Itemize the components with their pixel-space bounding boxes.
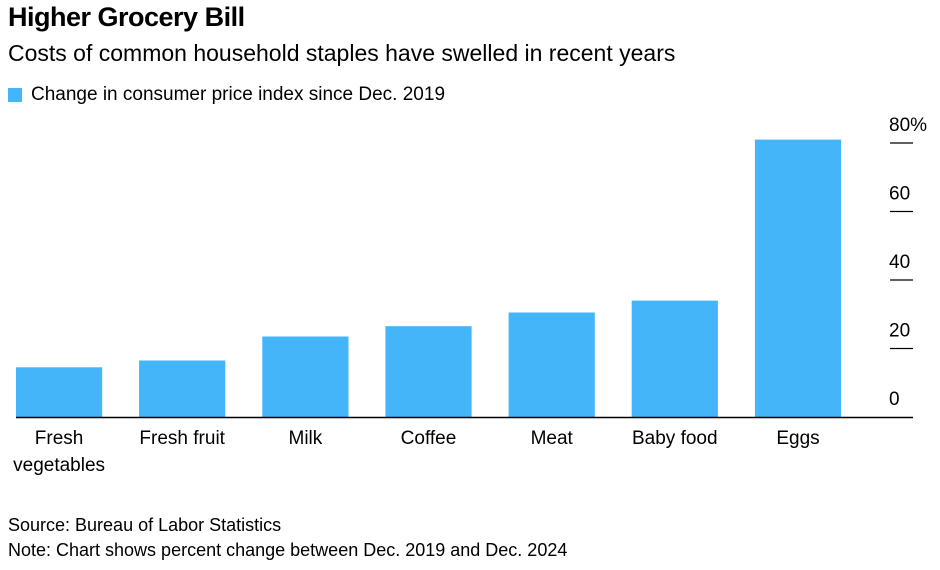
y-tick-label: 0 — [889, 389, 900, 410]
bar — [16, 367, 103, 417]
bar — [754, 139, 842, 417]
chart-title: Higher Grocery Bill — [8, 2, 245, 32]
y-tick-label: 20 — [889, 321, 910, 342]
bar — [139, 360, 226, 417]
x-tick-label: Meat — [531, 428, 574, 449]
bar — [508, 312, 595, 417]
legend: Change in consumer price index since Dec… — [8, 84, 445, 106]
x-tick-label: Baby food — [632, 428, 718, 449]
y-tick-label: 80% — [889, 115, 927, 136]
bar — [385, 326, 472, 417]
legend-label: Change in consumer price index since Dec… — [31, 84, 446, 105]
bar — [631, 300, 718, 417]
bar-chart: Fresh vegetables Fresh fruit Milk Coffee Meat… — [13, 115, 927, 476]
x-tick-label: Fresh fruit — [139, 428, 225, 449]
y-tick-label: 40 — [889, 252, 910, 273]
footnote: Note: Chart shows percent change between… — [8, 540, 568, 560]
y-tick-label: 60 — [889, 184, 910, 205]
source-note: Source: Bureau of Labor Statistics — [8, 515, 282, 535]
legend-swatch — [8, 88, 22, 102]
bar — [262, 336, 349, 417]
x-tick-label: Eggs — [776, 428, 819, 449]
chart-subtitle: Costs of common household staples have s… — [8, 40, 676, 66]
x-tick-label: Fresh vegetables — [13, 428, 105, 476]
x-tick-label: Milk — [289, 428, 323, 449]
x-tick-label: Coffee — [401, 428, 457, 449]
